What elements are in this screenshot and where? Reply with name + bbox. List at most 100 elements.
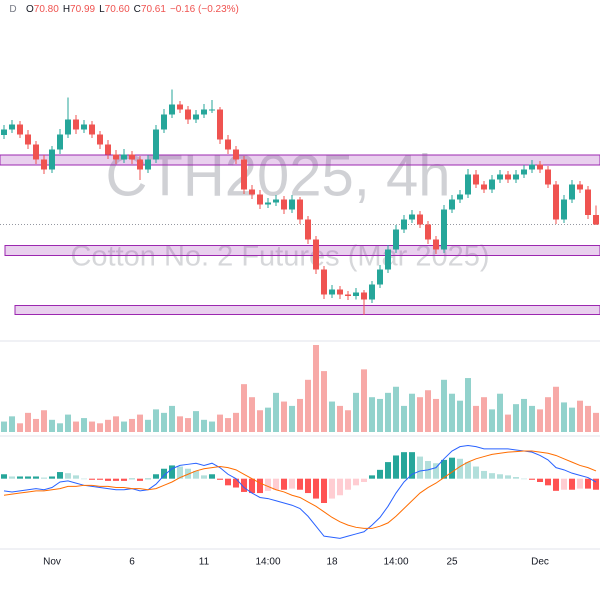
volume-bar [441,379,447,432]
candle-body [457,194,463,200]
legend-item: O70.80 [26,4,59,15]
legend-value: 70.80 [33,4,59,15]
macd-histogram-bar [337,478,343,496]
macd-histogram-bar [473,466,479,479]
candle-body [49,149,55,170]
macd-histogram-bar [273,478,279,490]
candle-body [545,169,551,185]
candle-body [57,134,63,150]
macd-histogram-bar [321,478,327,503]
candle-body [193,114,199,120]
candle-body [233,149,239,160]
volume-bar [353,392,359,432]
volume-bar [201,419,207,432]
candle-body [449,199,455,210]
legend-key: H [62,4,71,15]
candle-body [97,134,103,145]
macd-histogram-bar [145,478,151,480]
macd-line [3,445,597,539]
volume-bar [289,405,295,432]
volume-bar [449,393,455,432]
volume-bar [553,386,559,432]
candle-body [161,114,167,130]
legend-value: 70.99 [70,4,96,15]
macd-histogram-bar [65,473,71,479]
volume-bar [185,418,191,432]
macd-histogram-bar [513,477,519,479]
volume-bar [9,416,15,432]
candle-body [305,219,311,240]
volume-bar [569,407,575,432]
macd-histogram-bar [169,465,175,479]
volume-bar [561,402,567,432]
macd-histogram-bar [113,478,119,481]
macd-histogram-bar [449,457,455,479]
macd-histogram-bar [97,478,103,480]
volume-bar [105,419,111,432]
macd-histogram-bar [33,476,39,479]
volume-bar [249,397,255,432]
candle-body [337,289,343,295]
macd-histogram-bar [409,452,415,479]
volume-bar [193,411,199,432]
volume-bar [169,405,175,432]
volume-bar [329,401,335,432]
volume-bar [337,405,343,432]
macd-histogram-bar [153,474,159,479]
volume-bar [177,416,183,432]
candle-body [105,144,111,155]
candle-body [257,194,263,205]
volume-bar [401,405,407,432]
x-tick-label: 25 [446,557,458,568]
macd-histogram-bar [57,472,63,479]
macd-histogram-bar [537,478,543,482]
volume-bar [321,371,327,432]
macd-histogram-bar [417,456,423,479]
macd-histogram-bar [129,478,135,480]
macd-histogram-bar [177,466,183,479]
candle-body [561,199,567,220]
macd-histogram-bar [17,476,23,479]
volume-bar [521,398,527,432]
volume-bar [545,397,551,432]
macd-histogram-bar [545,478,551,486]
volume-bar [217,414,223,432]
volume-bar [73,421,79,432]
volume-bar [577,400,583,432]
candle-body [585,189,591,215]
volume-bar [241,384,247,432]
candle-body [465,174,471,195]
candle-body [481,184,487,190]
volume-bar [41,410,47,432]
volume-bar [433,398,439,432]
macd-histogram-bar [593,478,599,490]
macd-histogram-bar [297,478,303,490]
x-tick-label: Nov [43,557,61,568]
volume-bar [257,410,263,432]
candle-body [505,174,511,180]
candle-body [321,269,327,295]
volume-bar [113,416,119,432]
change: −0.16 (−0.23%) [169,4,239,15]
volume-bar [281,401,287,432]
macd-histogram-bar [465,462,471,479]
volume-bar [33,418,39,432]
volume-bar [153,409,159,432]
macd-histogram-bar [137,478,143,481]
candle-body [385,249,391,270]
candle-body [401,219,407,230]
macd-histogram-bar [569,478,575,490]
macd-histogram-bar [433,463,439,479]
candle-body [41,159,47,170]
volume-bar [465,378,471,432]
macd-histogram-bar [585,478,591,489]
candle-body [9,124,15,130]
macd-histogram-bar [233,478,239,488]
macd-histogram-bar [73,475,79,479]
candle-body [201,109,207,115]
legend-value: 70.61 [140,4,166,15]
macd-histogram-bar [217,478,223,480]
candle-body [137,159,143,170]
macd-histogram-bar [353,478,359,486]
volume-bar [225,418,231,432]
